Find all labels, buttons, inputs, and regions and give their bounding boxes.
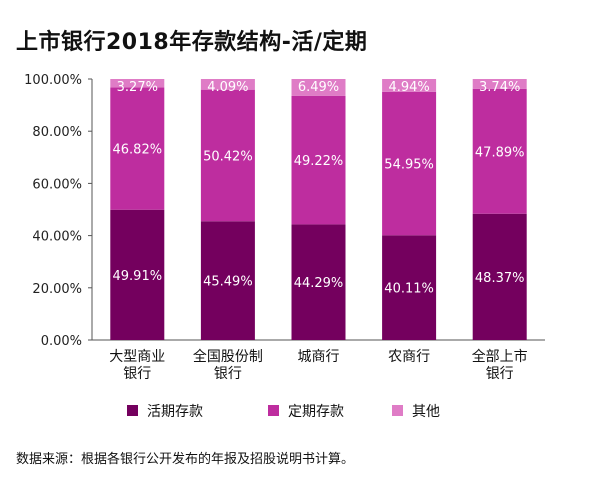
y-tick-label: 80.00%: [32, 125, 82, 140]
data-label: 4.94%: [388, 80, 429, 95]
source-note: 数据来源：根据各银行公开发布的年报及招股说明书计算。: [16, 452, 355, 467]
bar-segment-time: [110, 87, 165, 210]
bar-segment-other: [472, 79, 527, 89]
bar-segment-time: [291, 95, 346, 225]
x-category-label: 农商行: [388, 349, 430, 365]
bar-segment-demand: [472, 213, 527, 340]
x-category-label: 银行: [214, 366, 242, 382]
legend-swatch-other: [392, 405, 403, 416]
data-label: 46.82%: [113, 143, 163, 158]
bar-segment-demand: [291, 224, 346, 340]
bar-segment-other: [291, 79, 346, 96]
x-category-label: 全部上市: [472, 348, 528, 365]
y-tick-label: 20.00%: [32, 282, 82, 297]
data-label: 6.49%: [298, 80, 339, 95]
bar-segment-time: [472, 88, 527, 214]
data-label: 44.29%: [294, 276, 344, 291]
data-label: 54.95%: [384, 158, 434, 173]
bar-segment-other: [382, 79, 437, 92]
bar-segment-demand: [382, 235, 437, 340]
legend-label: 定期存款: [288, 404, 344, 420]
data-label: 4.09%: [207, 80, 248, 95]
bar-segment-time: [382, 91, 437, 236]
x-category-label: 全国股份制: [193, 348, 263, 365]
x-category-label: 银行: [486, 366, 514, 382]
y-tick-label: 40.00%: [32, 230, 82, 245]
bar-segment-other: [110, 79, 165, 88]
data-label: 3.27%: [117, 80, 158, 95]
data-label: 40.11%: [384, 282, 434, 297]
x-category-label: 城商行: [298, 349, 340, 365]
legend-swatch-time: [268, 405, 279, 416]
chart-title: 上市银行2018年存款结构-活/定期: [16, 30, 368, 55]
data-label: 47.89%: [475, 145, 525, 160]
legend-swatch-demand: [127, 405, 138, 416]
y-tick-label: 100.00%: [24, 73, 82, 88]
x-category-label: 银行: [123, 366, 151, 382]
bar-segment-demand: [110, 209, 165, 340]
x-category-label: 大型商业: [109, 349, 165, 365]
data-label: 50.42%: [203, 149, 253, 164]
legend-label: 其他: [412, 404, 440, 420]
data-label: 45.49%: [203, 275, 253, 290]
data-label: 49.22%: [294, 154, 344, 169]
legend-label: 活期存款: [147, 404, 203, 420]
bar-segment-demand: [200, 221, 255, 340]
data-label: 48.37%: [475, 271, 525, 286]
y-tick-label: 0.00%: [41, 334, 82, 349]
data-label: 49.91%: [113, 269, 163, 284]
y-tick-label: 60.00%: [32, 177, 82, 192]
data-label: 3.74%: [479, 80, 520, 95]
bar-segment-time: [200, 89, 255, 222]
bar-segment-other: [200, 79, 255, 90]
